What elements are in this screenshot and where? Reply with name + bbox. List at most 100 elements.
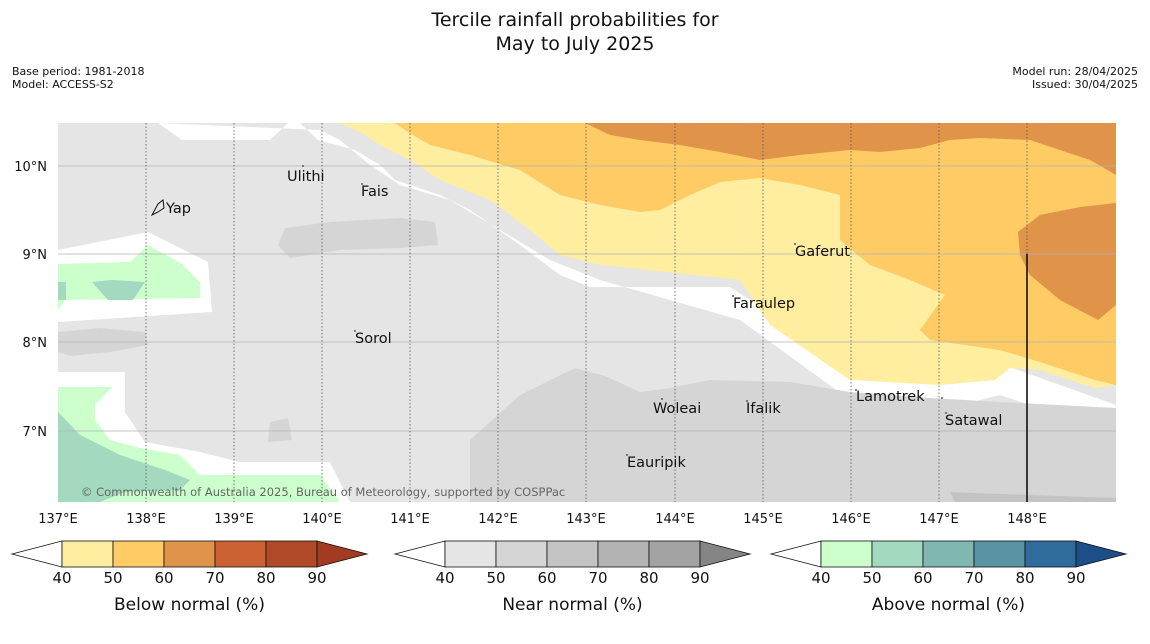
- below-normal-60-region-east: [1018, 203, 1116, 320]
- meta-left: Base period: 1981-2018 Model: ACCESS-S2: [12, 65, 144, 91]
- near-normal-colorbar-segment: [597, 540, 650, 568]
- title-line-2: May to July 2025: [495, 33, 655, 55]
- above-normal-colorbar-tick: 80: [1015, 569, 1034, 587]
- above-normal-colorbar-segment: [922, 540, 975, 568]
- below-normal-colorbar-segment: [112, 540, 165, 568]
- above-normal-50-region-south: [58, 412, 190, 502]
- place-satawal: Satawal: [945, 413, 1002, 429]
- above-normal-colorbar-segment: [1024, 540, 1077, 568]
- place-fais: Fais: [361, 184, 388, 200]
- near-normal-colorbar-tick: 70: [588, 569, 607, 587]
- lon-label-140e: 140°E: [302, 512, 342, 527]
- colorbars: 40 50 60 70 80 90 Below normal (%) 40 50 60 70 80 90…: [10, 540, 1128, 615]
- lon-label-142e: 142°E: [478, 512, 518, 527]
- above-normal-colorbar-tick: 70: [964, 569, 983, 587]
- below-normal-colorbar-tick: 70: [205, 569, 224, 587]
- below-normal-colorbar-segment: [163, 540, 216, 568]
- copyright-notice: © Commonwealth of Australia 2025, Bureau…: [81, 485, 565, 499]
- lon-label-147e: 147°E: [919, 512, 959, 527]
- above-normal-colorbar-tick: 40: [811, 569, 830, 587]
- near-normal-colorbar-tick: 80: [639, 569, 658, 587]
- above-normal-colorbar-tick: 60: [913, 569, 932, 587]
- near-normal-60-patch: [950, 492, 1116, 502]
- near-normal-colorbar-tick: 90: [690, 569, 709, 587]
- issued-date: Issued: 30/04/2025: [1031, 78, 1138, 91]
- place-yap: Yap: [165, 201, 191, 217]
- place-dots: [302, 165, 947, 456]
- place-lamotrek: Lamotrek: [856, 389, 925, 405]
- near-normal-colorbar-tick: 60: [537, 569, 556, 587]
- above-normal-colorbar-label: Above normal (%): [872, 595, 1025, 615]
- model-name: Model: ACCESS-S2: [12, 78, 114, 91]
- near-normal-colorbar-label: Near normal (%): [502, 595, 642, 615]
- lon-label-148e: 148°E: [1007, 512, 1047, 527]
- near-normal-50-patch-north: [278, 218, 438, 258]
- model-run: Model run: 28/04/2025: [1012, 65, 1138, 78]
- place-sorol: Sorol: [355, 331, 392, 347]
- lon-label-139e: 139°E: [214, 512, 254, 527]
- below-normal-colorbar-over: [316, 540, 369, 568]
- place-labels: Yap Ulithi Fais Gaferut Faraulep Sorol W…: [165, 169, 1002, 471]
- below-normal-colorbar-tick: 50: [103, 569, 122, 587]
- near-normal-colorbar-segment: [648, 540, 701, 568]
- place-ifalik: Ifalik: [746, 401, 781, 417]
- near-normal-colorbar: 40 50 60 70 80 90 Near normal (%): [393, 540, 752, 615]
- below-normal-colorbar-tick: 80: [256, 569, 275, 587]
- below-normal-colorbar-under: [10, 540, 63, 568]
- above-normal-colorbar-tick: 90: [1066, 569, 1085, 587]
- title-line-1: Tercile rainfall probabilities for: [431, 9, 719, 31]
- place-faraulep: Faraulep: [733, 296, 795, 312]
- lat-label-10n: 10°N: [14, 160, 47, 175]
- above-normal-40-region-north: [58, 245, 200, 310]
- below-normal-colorbar-tick: 60: [154, 569, 173, 587]
- near-normal-colorbar-segment: [444, 540, 497, 568]
- below-normal-colorbar-segment: [265, 540, 318, 568]
- near-normal-colorbar-segment: [495, 540, 548, 568]
- above-normal-colorbar-tick: 50: [862, 569, 881, 587]
- place-woleai: Woleai: [653, 401, 701, 417]
- near-normal-colorbar-under: [393, 540, 446, 568]
- below-normal-colorbar-segment: [61, 540, 114, 568]
- place-ulithi: Ulithi: [287, 169, 325, 185]
- place-eauripik: Eauripik: [627, 455, 686, 471]
- near-normal-50-patch-small: [268, 418, 292, 442]
- near-normal-colorbar-tick: 40: [435, 569, 454, 587]
- near-normal-colorbar-tick: 50: [486, 569, 505, 587]
- base-period: Base period: 1981-2018: [12, 65, 145, 78]
- above-normal-colorbar-segment: [820, 540, 873, 568]
- above-normal-colorbar-segment: [973, 540, 1026, 568]
- near-normal-colorbar-segment: [546, 540, 599, 568]
- above-normal-colorbar-over: [1075, 540, 1128, 568]
- map-area: [58, 123, 1116, 502]
- lon-label-146e: 146°E: [831, 512, 871, 527]
- map-title: Tercile rainfall probabilities for May t…: [0, 8, 1150, 56]
- near-normal-50-patch-south: [470, 368, 1116, 502]
- lon-label-144e: 144°E: [655, 512, 695, 527]
- lon-label-145e: 145°E: [743, 512, 783, 527]
- lat-label-7n: 7°N: [23, 425, 48, 440]
- above-normal-colorbar-segment: [871, 540, 924, 568]
- above-normal-50-region-north: [92, 280, 145, 300]
- below-normal-colorbar-label: Below normal (%): [114, 595, 265, 615]
- below-normal-50-region: [395, 123, 1116, 385]
- latitude-labels: 10°N 9°N 8°N 7°N: [14, 160, 47, 440]
- below-normal-colorbar: 40 50 60 70 80 90 Below normal (%): [10, 540, 369, 615]
- meta-right: Model run: 28/04/2025 Issued: 30/04/2025: [1012, 65, 1138, 91]
- above-normal-50-region-edge: [58, 282, 66, 300]
- near-normal-colorbar-over: [699, 540, 752, 568]
- below-normal-colorbar-tick: 40: [52, 569, 71, 587]
- below-normal-colorbar-tick: 90: [307, 569, 326, 587]
- above-normal-colorbar-under: [769, 540, 822, 568]
- lon-label-137e: 137°E: [38, 512, 78, 527]
- yap-island-outline: [150, 199, 165, 217]
- lon-label-143e: 143°E: [566, 512, 606, 527]
- below-normal-60-region: [585, 123, 1116, 175]
- lat-label-9n: 9°N: [23, 248, 48, 263]
- place-gaferut: Gaferut: [795, 244, 850, 260]
- below-normal-colorbar-segment: [214, 540, 267, 568]
- above-normal-colorbar: 40 50 60 70 80 90 Above normal (%): [769, 540, 1128, 615]
- lat-label-8n: 8°N: [23, 336, 48, 351]
- lon-label-138e: 138°E: [126, 512, 166, 527]
- lon-label-141e: 141°E: [390, 512, 430, 527]
